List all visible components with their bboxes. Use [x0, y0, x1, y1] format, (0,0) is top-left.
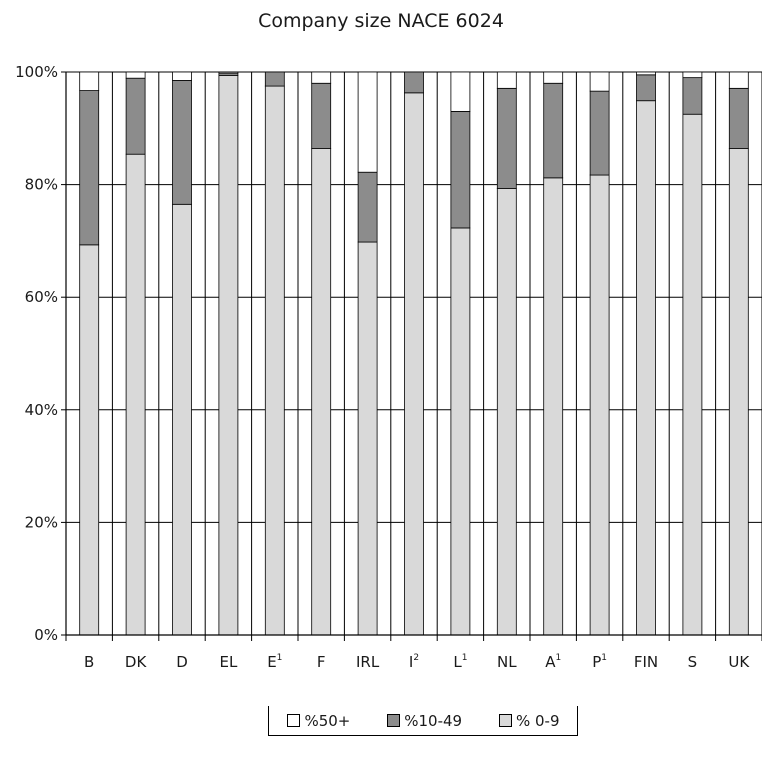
- bar-segment--50-: [496, 71, 517, 89]
- x-tick-label: EL: [219, 653, 237, 671]
- x-tick-label: E1: [267, 653, 282, 671]
- bar-segment--50-: [172, 71, 192, 81]
- bar-segment--50-: [357, 71, 378, 173]
- bar-segment--0-9: [728, 148, 749, 636]
- x-tick-label: D: [176, 653, 188, 671]
- bar-segment--0-9: [79, 244, 100, 636]
- bar-segment--50-: [125, 71, 146, 79]
- y-tick-label: 40%: [25, 401, 58, 419]
- bar-segment--0-9: [450, 227, 471, 636]
- x-tick-label: S: [688, 653, 698, 671]
- bar-segment--0-9: [496, 188, 517, 636]
- x-tick-label: F: [317, 653, 326, 671]
- bar-segment--10-49: [636, 74, 656, 102]
- bar-segment--50-: [450, 71, 471, 112]
- bar-segment--0-9: [357, 241, 378, 636]
- bar-segment--10-49: [264, 71, 285, 87]
- x-tick-label: IRL: [356, 653, 380, 671]
- legend-label: %50+: [304, 711, 351, 730]
- bar-segment--10-49: [79, 90, 100, 246]
- bar-segment--10-49: [311, 82, 332, 149]
- y-tick-label: 20%: [25, 513, 58, 531]
- x-tick-label: A1: [545, 653, 561, 671]
- bar-segment--10-49: [728, 87, 749, 149]
- bar-segment--0-9: [543, 177, 564, 636]
- x-tick-label: FIN: [634, 653, 658, 671]
- axes: [61, 71, 762, 636]
- x-tick-label: DK: [125, 653, 148, 671]
- bar-segment--50-: [218, 71, 239, 74]
- legend: %50+ %10-49 % 0-9: [268, 706, 578, 736]
- x-tick-label: UK: [728, 653, 750, 671]
- bar-segment--10-49: [404, 71, 424, 94]
- bar-segment--0-9: [125, 153, 146, 636]
- x-tick-labels: B DK D EL E1 F IRL I2 L1 NL A1 P1 FIN S UK: [84, 653, 750, 671]
- bar-segment--0-9: [311, 148, 332, 636]
- bar-segment--50-: [311, 71, 332, 84]
- bar-segment--50-: [728, 71, 749, 89]
- chart-title: Company size NACE 6024: [258, 10, 504, 32]
- y-tick-label: 0%: [34, 626, 58, 644]
- legend-item: % 0-9: [498, 711, 560, 730]
- bar-segment--10-49: [496, 87, 517, 189]
- y-tick-label: 80%: [25, 176, 58, 194]
- x-tick-label: P1: [592, 653, 607, 671]
- bar-segment--0-9: [682, 113, 703, 636]
- legend-label: % 0-9: [515, 711, 560, 730]
- bar-segment--10-49: [125, 77, 146, 155]
- y-tick-label: 100%: [15, 63, 58, 81]
- bar-segment--10-49: [682, 77, 703, 115]
- bar-segment--0-9: [218, 74, 239, 636]
- legend-item: %50+: [287, 712, 350, 730]
- bar-segment--10-49: [450, 111, 471, 229]
- legend-swatch: [387, 714, 401, 727]
- bars: [79, 71, 749, 636]
- legend-label: %10-49: [404, 711, 463, 730]
- bar-segment--50-: [79, 71, 100, 91]
- bar-segment--0-9: [172, 203, 192, 636]
- bar-segment--10-49: [172, 80, 192, 205]
- bar-segment--10-49: [589, 90, 610, 176]
- bar-segment--0-9: [636, 100, 656, 636]
- bar-segment--50-: [682, 71, 703, 79]
- bar-segment--0-9: [264, 85, 285, 636]
- y-tick-labels: 0% 20% 40% 60% 80% 100%: [15, 63, 58, 644]
- bar-segment--50-: [636, 71, 656, 76]
- x-tick-label: B: [84, 653, 94, 671]
- legend-swatch: [287, 714, 301, 727]
- bar-segment--0-9: [404, 92, 424, 636]
- bar-segment--10-49: [543, 82, 564, 179]
- bar-segment--50-: [543, 71, 564, 84]
- x-tick-label: NL: [497, 653, 517, 671]
- legend-swatch: [498, 714, 512, 727]
- legend-item: %10-49: [387, 712, 462, 730]
- x-tick-label: L1: [453, 653, 467, 671]
- y-tick-label: 60%: [25, 288, 58, 306]
- bar-segment--0-9: [589, 174, 610, 636]
- x-tick-label: I2: [409, 653, 419, 671]
- bar-segment--10-49: [357, 171, 378, 243]
- bar-segment--50-: [589, 71, 610, 92]
- chart-plot: 0% 20% 40% 60% 80% 100% B DK D EL E1 F IRL I2 L1 NL A1 P…: [15, 63, 762, 671]
